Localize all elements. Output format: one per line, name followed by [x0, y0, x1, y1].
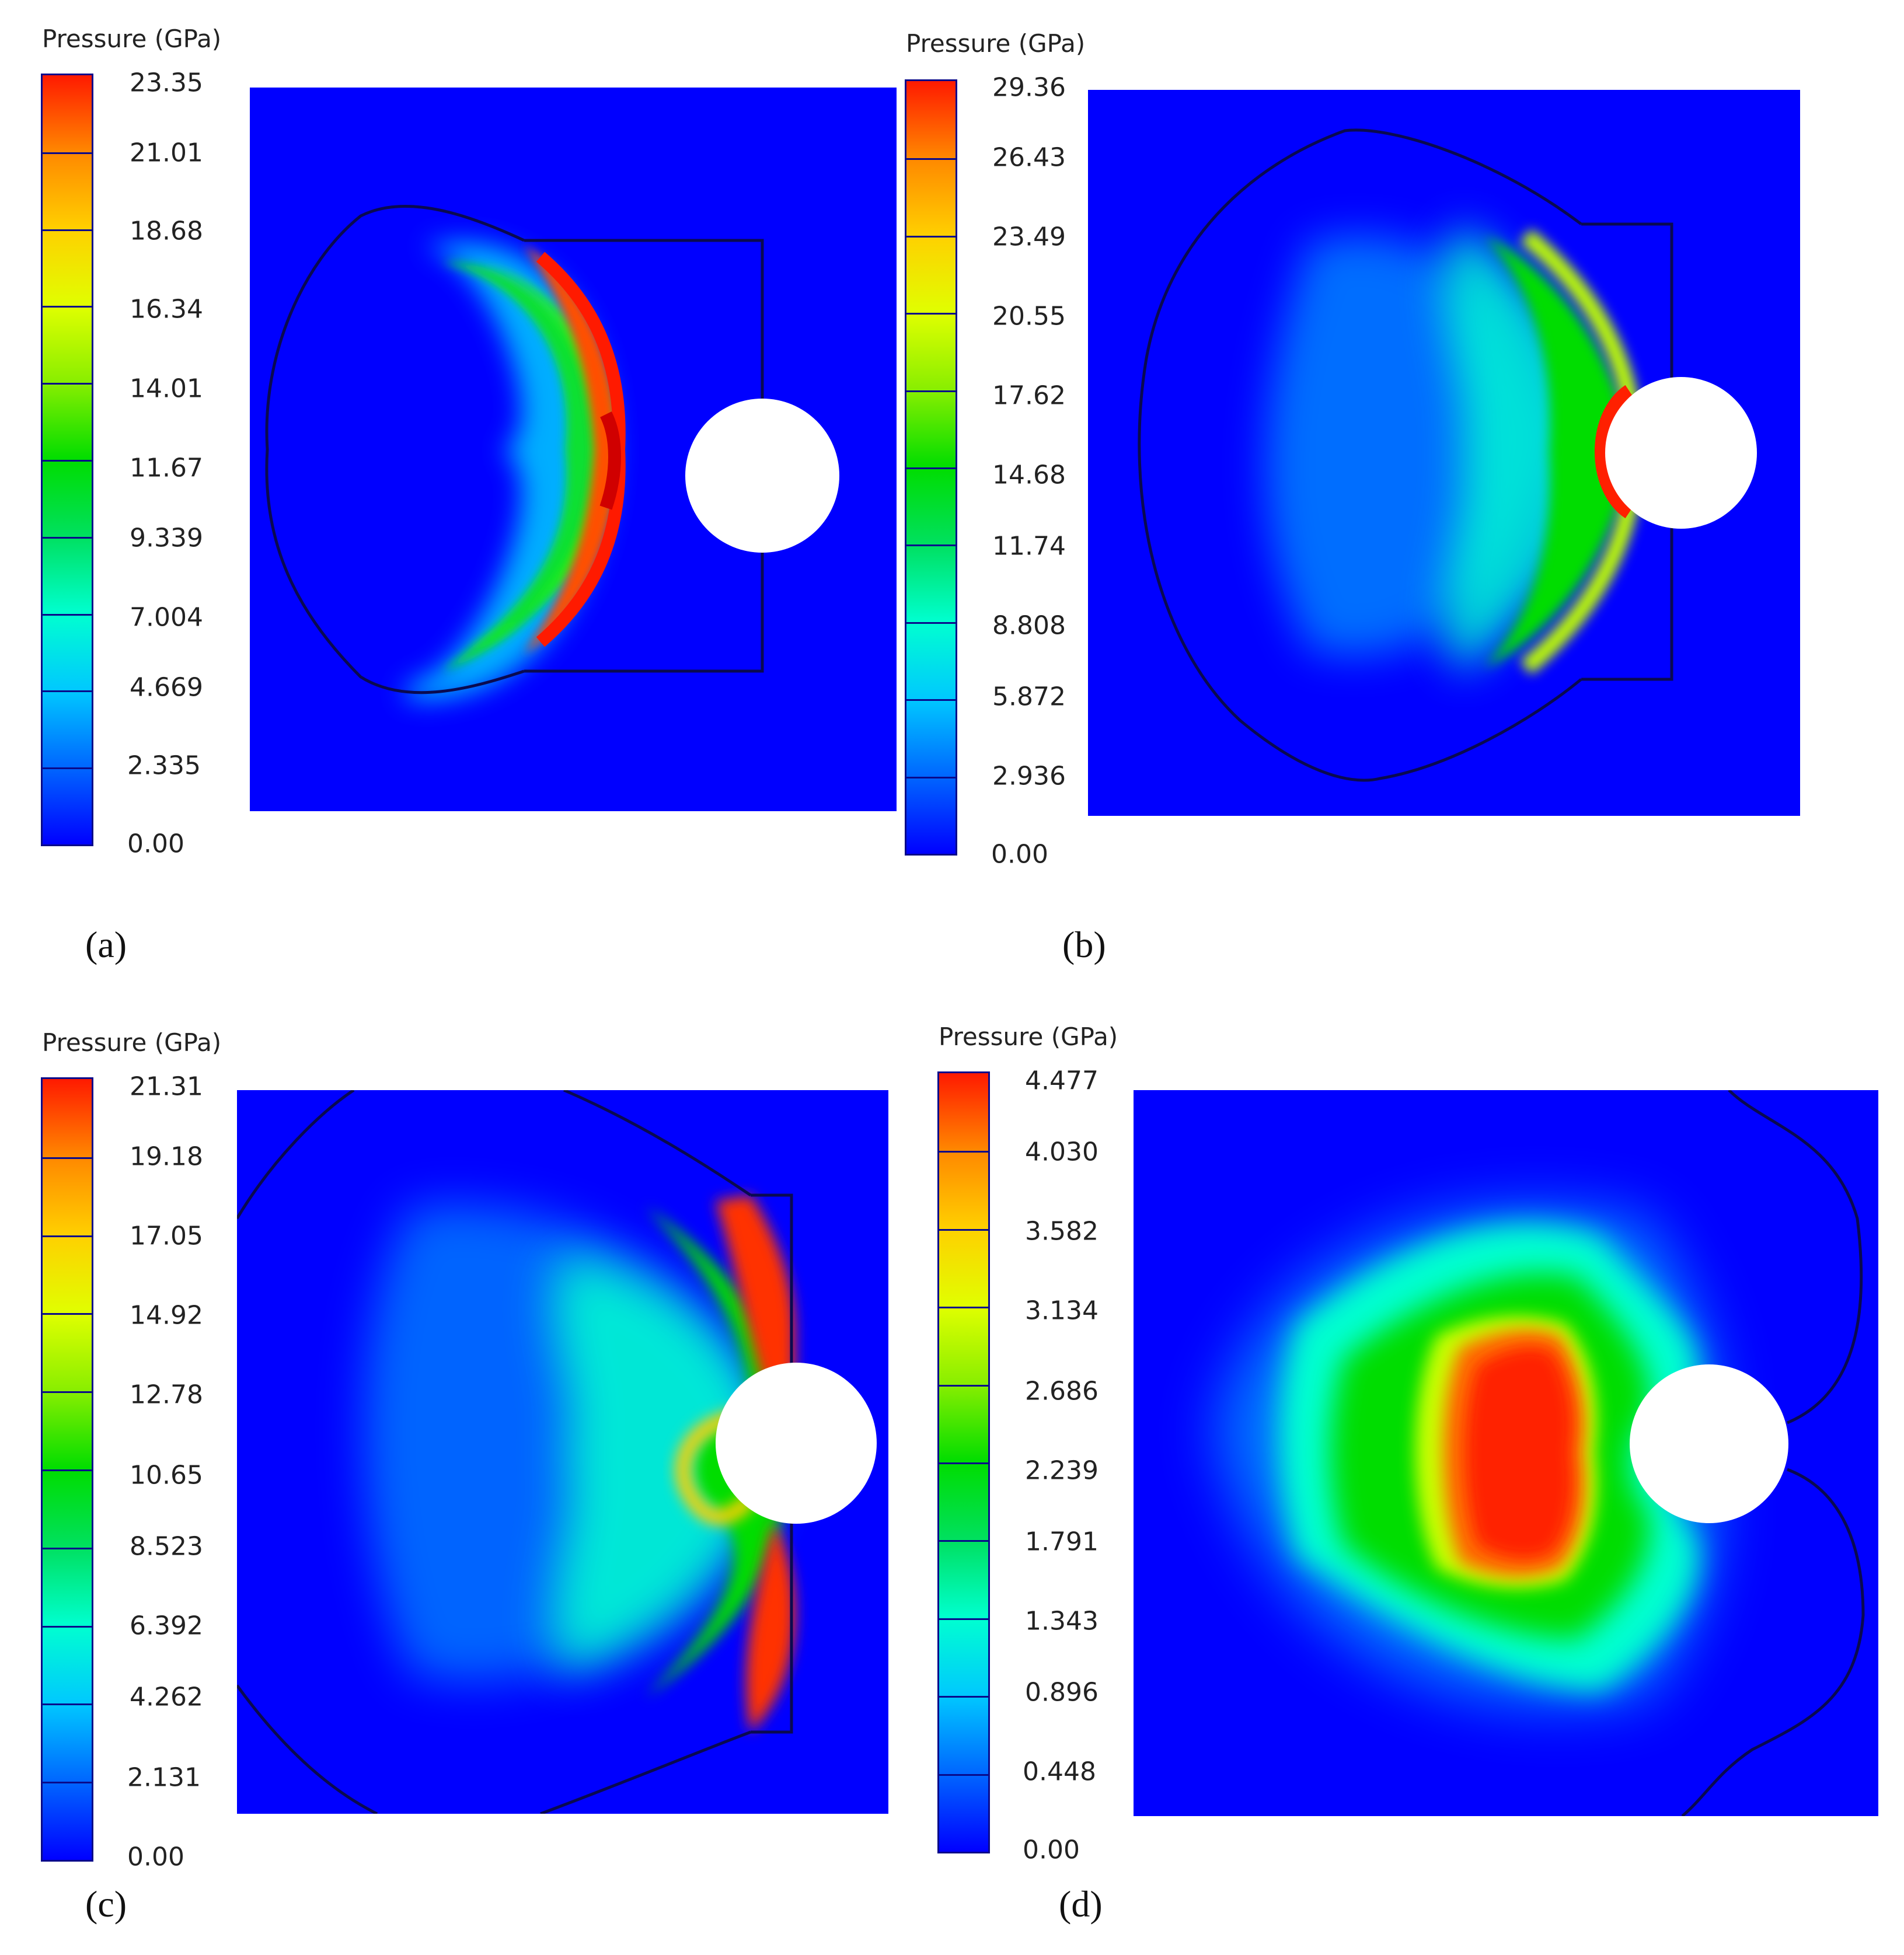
pressure-contour-plot [250, 88, 897, 811]
pressure-contour-plot [1088, 90, 1800, 816]
colorbar-tick-label: 6.392 [130, 1611, 203, 1641]
colorbar-tick-label: 14.92 [130, 1300, 203, 1331]
colorbar-tick-label: 17.62 [992, 380, 1066, 411]
colorbar-tick-label: 3.582 [1025, 1216, 1099, 1247]
colorbar-tick-label: 2.131 [127, 1762, 201, 1793]
contour-graphic [1138, 128, 1757, 782]
colorbar-tick-label: 14.68 [992, 460, 1066, 490]
colorbar-tick-label: 0.896 [1025, 1677, 1099, 1708]
colorbar-tick-label: 9.339 [130, 523, 203, 553]
colorbar [41, 1077, 93, 1862]
contour-graphic [1215, 1090, 1865, 1816]
pressure-contour-plot [237, 1090, 888, 1814]
colorbar-tick-label: 8.808 [992, 610, 1066, 641]
colorbar-tick-label: 11.67 [130, 453, 203, 483]
colorbar-tick-label: 21.01 [130, 138, 203, 168]
colorbar-tick-label: 7.004 [130, 602, 203, 633]
colorbar-tick-label: 29.36 [992, 72, 1066, 103]
colorbar-tick-label: 12.78 [130, 1380, 203, 1410]
colorbar-tick-label: 2.335 [127, 750, 201, 781]
colorbar-tick-label: 20.55 [992, 301, 1066, 331]
colorbar-title: Pressure (GPa) [42, 25, 222, 53]
colorbar-tick-label: 2.936 [992, 761, 1066, 791]
colorbar-tick-label: 8.523 [130, 1531, 203, 1562]
colorbar [905, 79, 957, 856]
colorbar-tick-label: 5.872 [992, 682, 1066, 712]
colorbar-tick-label: 2.239 [1025, 1455, 1099, 1486]
colorbar-title: Pressure (GPa) [939, 1022, 1118, 1051]
colorbar-title: Pressure (GPa) [42, 1028, 222, 1057]
colorbar-tick-label: 0.00 [127, 1842, 184, 1872]
colorbar-tick-label: 0.448 [1023, 1757, 1096, 1787]
colorbar-tick-label: 18.68 [130, 216, 203, 246]
panel-caption: (d) [1059, 1883, 1103, 1925]
colorbar-tick-label: 4.669 [130, 672, 203, 703]
colorbar-tick-label: 23.49 [992, 222, 1066, 252]
colorbar-tick-label: 16.34 [130, 294, 203, 324]
panel-caption: (b) [1062, 924, 1106, 965]
panel-caption: (c) [85, 1883, 127, 1925]
colorbar-title: Pressure (GPa) [906, 29, 1086, 58]
colorbar-tick-label: 19.18 [130, 1141, 203, 1172]
colorbar-tick-label: 3.134 [1025, 1296, 1099, 1326]
colorbar-tick-label: 1.343 [1025, 1606, 1099, 1636]
colorbar-tick-label: 1.791 [1025, 1527, 1099, 1557]
colorbar [41, 74, 93, 846]
pressure-contour-plot [1134, 1090, 1878, 1816]
colorbar-tick-label: 17.05 [130, 1221, 203, 1251]
colorbar-tick-label: 0.00 [127, 829, 184, 859]
contour-graphic [237, 1090, 877, 1814]
colorbar-tick-label: 23.35 [130, 68, 203, 98]
colorbar-tick-label: 2.686 [1025, 1376, 1099, 1406]
colorbar-tick-label: 0.00 [1023, 1835, 1080, 1865]
colorbar [937, 1071, 990, 1853]
colorbar-tick-label: 4.030 [1025, 1137, 1099, 1167]
colorbar-tick-label: 10.65 [130, 1460, 203, 1490]
colorbar-tick-label: 21.31 [130, 1071, 203, 1102]
panel-caption: (a) [85, 924, 127, 965]
contour-graphic [265, 205, 839, 701]
colorbar-tick-label: 14.01 [130, 373, 203, 404]
colorbar-tick-label: 4.477 [1025, 1066, 1099, 1096]
colorbar-tick-label: 4.262 [130, 1682, 203, 1712]
colorbar-tick-label: 11.74 [992, 531, 1066, 561]
colorbar-tick-label: 26.43 [992, 142, 1066, 173]
colorbar-tick-label: 0.00 [991, 839, 1048, 870]
